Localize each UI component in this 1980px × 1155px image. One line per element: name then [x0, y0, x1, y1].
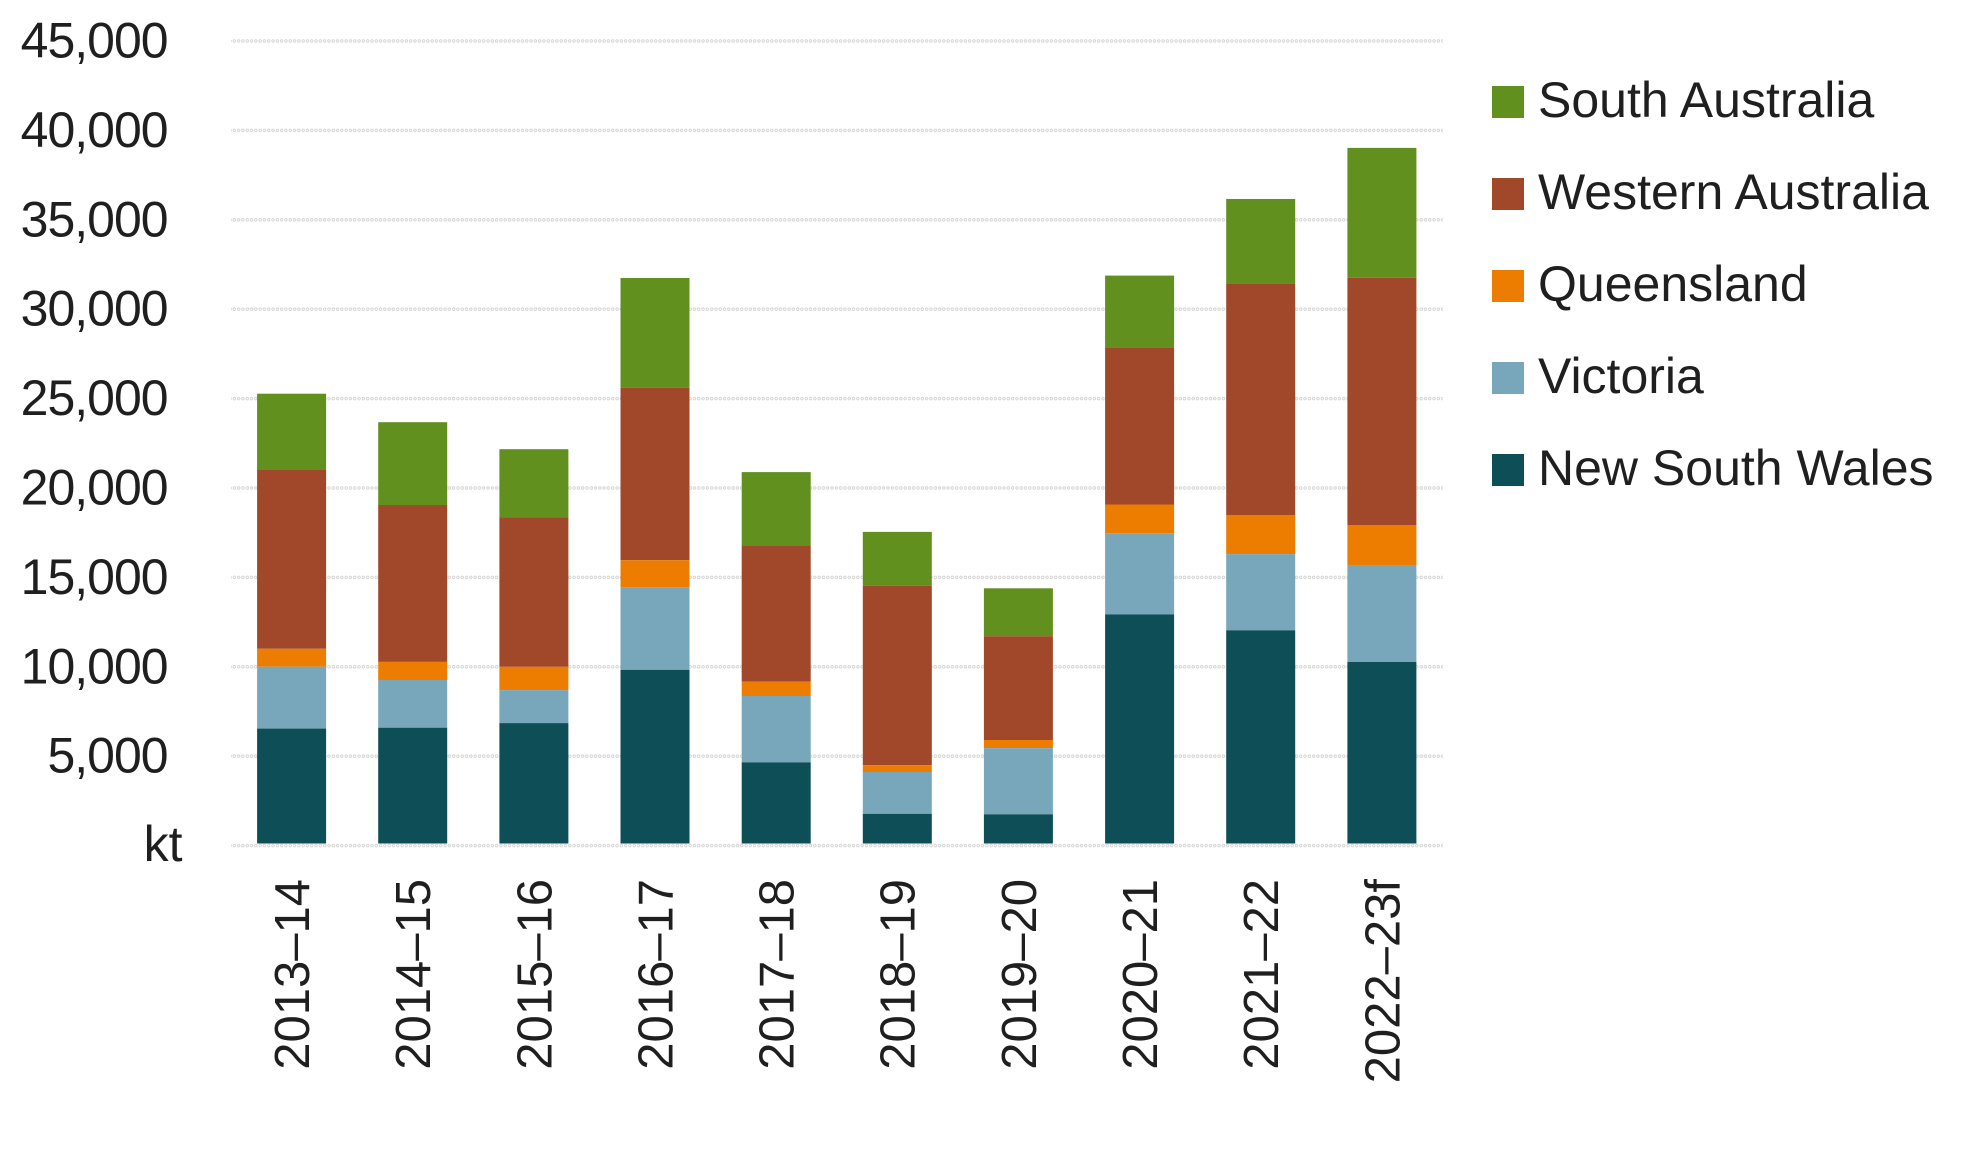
- svg-text:2020–21: 2020–21: [1114, 879, 1168, 1070]
- svg-text:30,000: 30,000: [21, 281, 168, 337]
- svg-text:2013–14: 2013–14: [266, 879, 320, 1070]
- svg-text:20,000: 20,000: [21, 460, 168, 516]
- svg-text:2015–16: 2015–16: [508, 879, 562, 1070]
- svg-text:Queensland: Queensland: [1538, 256, 1808, 312]
- svg-text:15,000: 15,000: [21, 549, 168, 605]
- svg-text:2018–19: 2018–19: [872, 879, 926, 1070]
- svg-text:5,000: 5,000: [47, 728, 167, 784]
- svg-text:2022–23f: 2022–23f: [1356, 879, 1410, 1084]
- svg-text:2017–18: 2017–18: [751, 879, 805, 1070]
- svg-text:40,000: 40,000: [21, 102, 168, 158]
- svg-text:kt: kt: [144, 816, 183, 872]
- svg-text:45,000: 45,000: [21, 13, 168, 69]
- svg-text:Western Australia: Western Australia: [1538, 164, 1929, 220]
- svg-text:New South Wales: New South Wales: [1538, 440, 1934, 496]
- svg-text:2016–17: 2016–17: [629, 879, 683, 1070]
- svg-text:2021–22: 2021–22: [1235, 879, 1289, 1070]
- svg-text:2019–20: 2019–20: [993, 879, 1047, 1070]
- svg-text:10,000: 10,000: [21, 638, 168, 694]
- svg-text:South Australia: South Australia: [1538, 72, 1875, 128]
- svg-text:2014–15: 2014–15: [387, 879, 441, 1070]
- svg-text:Victoria: Victoria: [1538, 348, 1704, 404]
- svg-text:35,000: 35,000: [21, 191, 168, 247]
- svg-text:25,000: 25,000: [21, 370, 168, 426]
